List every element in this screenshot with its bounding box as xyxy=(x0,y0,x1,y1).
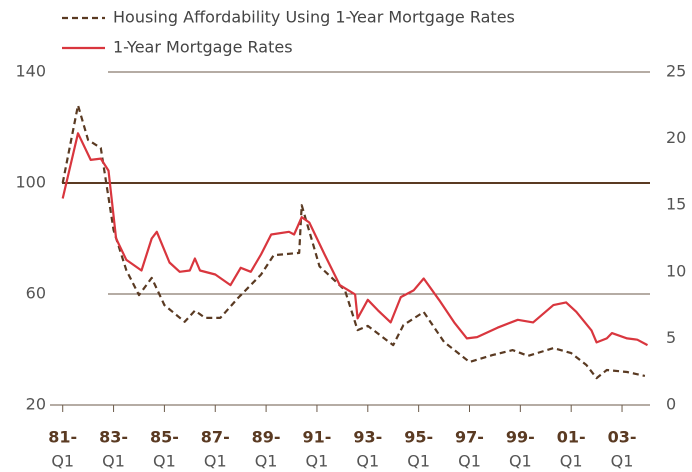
x-tick-sublabel: Q1 xyxy=(102,452,125,471)
series-line xyxy=(61,132,649,347)
x-tick-sublabel: Q1 xyxy=(458,452,481,471)
x-tick-sublabel: Q1 xyxy=(560,452,583,471)
x-tick-label: 91- xyxy=(302,428,331,447)
x-tick-label: 89- xyxy=(252,428,281,447)
legend-label: Housing Affordability Using 1-Year Mortg… xyxy=(113,8,515,27)
x-tick-label: 03- xyxy=(608,428,637,447)
x-tick-sublabel: Q1 xyxy=(153,452,176,471)
legend-label: 1-Year Mortgage Rates xyxy=(113,38,293,57)
x-tick-label: 97- xyxy=(455,428,484,447)
y2-tick-label: 25 xyxy=(666,62,686,81)
x-tick-label: 85- xyxy=(150,428,179,447)
series-line xyxy=(61,104,646,380)
x-tick-sublabel: Q1 xyxy=(306,452,329,471)
y-tick-label: 140 xyxy=(15,62,46,81)
y2-tick-label: 0 xyxy=(666,395,676,414)
y2-tick-label: 5 xyxy=(666,328,676,347)
x-tick-label: 81- xyxy=(48,428,77,447)
x-tick-label: 95- xyxy=(404,428,433,447)
y2-tick-label: 15 xyxy=(666,195,686,214)
x-tick-sublabel: Q1 xyxy=(356,452,379,471)
x-tick-sublabel: Q1 xyxy=(509,452,532,471)
x-tick-sublabel: Q1 xyxy=(611,452,634,471)
x-tick-sublabel: Q1 xyxy=(51,452,74,471)
x-tick-sublabel: Q1 xyxy=(255,452,278,471)
y2-tick-label: 20 xyxy=(666,128,686,147)
x-tick-label: 87- xyxy=(201,428,230,447)
x-tick-sublabel: Q1 xyxy=(407,452,430,471)
x-tick-label: 83- xyxy=(99,428,128,447)
x-tick-label: 93- xyxy=(353,428,382,447)
y-tick-label: 60 xyxy=(26,284,46,303)
y-tick-label: 20 xyxy=(26,395,46,414)
y2-tick-label: 10 xyxy=(666,261,686,280)
x-tick-sublabel: Q1 xyxy=(204,452,227,471)
x-tick-label: 99- xyxy=(506,428,535,447)
x-tick-label: 01- xyxy=(557,428,586,447)
y-tick-label: 100 xyxy=(15,173,46,192)
